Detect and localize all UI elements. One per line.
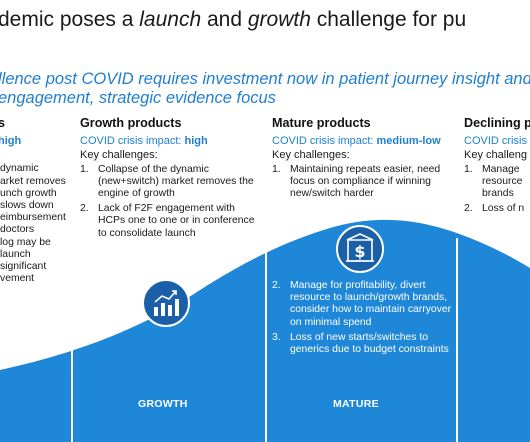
mature-lower-challenges: 2. Manage for profitability, divert reso… [272, 280, 452, 359]
mature-challenge-2-text: Manage for profitability, divert resourc… [290, 280, 452, 328]
growth-impact-value: high [184, 135, 208, 148]
launch-item: arket removes [0, 175, 66, 187]
launch-item: vement [0, 273, 35, 285]
growth-challenge-1-num: 1. [80, 163, 89, 175]
growth-chart-icon-svg [154, 290, 179, 316]
mature-impact-value: medium-low [376, 135, 441, 148]
growth-chart-icon [142, 279, 190, 327]
slide-subtitle: llence post COVID requires investment no… [0, 70, 530, 108]
launch-impact-value: high [0, 135, 22, 148]
launch-title: s [0, 116, 6, 130]
growth-key-challenges: Key challenges: [80, 149, 158, 162]
declining-line: brands [482, 188, 514, 200]
launch-item: slows down [0, 200, 54, 212]
title-part-3: challenge for pu [310, 8, 467, 31]
declining-impact: COVID crisis i [464, 135, 530, 148]
subtitle-line-2: engagement, strategic evidence focus [0, 89, 276, 107]
growth-challenge-2-num: 2. [80, 203, 89, 215]
column-mature: Mature products COVID crisis impact: med… [272, 117, 452, 203]
separator-launch-growth [71, 340, 73, 442]
launch-item: doctors [0, 224, 35, 236]
growth-stage-label: GROWTH [138, 398, 188, 410]
launch-item: dynamic [0, 163, 39, 175]
column-growth: Growth products COVID crisis impact: hig… [80, 117, 260, 243]
declining-line: 2. Loss of n [464, 203, 525, 215]
growth-challenge-1-text: Collapse of the dynamic (new+switch) mar… [98, 163, 254, 200]
mature-challenge-3-text: Loss of new starts/switches to generics … [290, 331, 449, 356]
launch-item: log may be [0, 236, 51, 248]
subtitle-line-1: llence post COVID requires investment no… [0, 70, 530, 88]
column-declining: Declining p COVID crisis i Key challeng … [464, 117, 530, 240]
title-growth: growth [247, 8, 311, 31]
mature-challenge-1: 1. Maintaining repeats easier, need focu… [272, 164, 452, 201]
launch-item: unch growth [0, 187, 57, 199]
growth-challenge-2: 2. Lack of F2F engagement with HCPs one … [80, 203, 260, 240]
dollar-building-icon: $ [336, 225, 384, 273]
mature-challenge-3-num: 3. [272, 331, 281, 343]
mature-challenge-1-num: 1. [272, 163, 281, 175]
column-launch: s high dynamic arket removes unch growth… [0, 117, 68, 285]
growth-impact: COVID crisis impact: high [80, 135, 260, 147]
mature-challenge-2-num: 2. [272, 280, 281, 291]
title-part-2: and [201, 8, 248, 31]
separator-mature-declining [456, 238, 458, 442]
slide-title: demic poses a launch and growth challeng… [0, 8, 466, 32]
title-launch: launch [139, 8, 202, 31]
launch-impact: high [0, 135, 68, 147]
launch-item: launch [0, 248, 31, 260]
mature-impact: COVID crisis impact: medium-low [272, 135, 452, 147]
mature-challenge-2: 2. Manage for profitability, divert reso… [272, 280, 452, 329]
mature-title: Mature products [272, 116, 371, 130]
launch-item: significant [0, 261, 47, 273]
mature-challenge-3: 3. Loss of new starts/switches to generi… [272, 332, 452, 356]
declining-line: generics [482, 215, 522, 227]
launch-item: eimbursement [0, 212, 66, 224]
declining-title: Declining p [464, 117, 530, 130]
growth-title: Growth products [80, 116, 182, 130]
mature-challenge-1-text: Maintaining repeats easier, need focus o… [290, 163, 441, 200]
dollar-building-icon-svg: $ [346, 233, 374, 262]
growth-challenge-2-text: Lack of F2F engagement with HCPs one to … [98, 203, 255, 239]
svg-text:$: $ [354, 242, 365, 261]
mature-stage-label: MATURE [333, 398, 379, 410]
declining-line: 1. Manage [464, 163, 520, 175]
separator-growth-mature [265, 240, 267, 442]
declining-line: accelera [482, 227, 522, 239]
title-part-1: demic poses a [0, 8, 140, 31]
mature-key-challenges: Key challenges: [272, 149, 350, 162]
mature-impact-label: COVID crisis impact: [272, 135, 377, 148]
growth-impact-label: COVID crisis impact: [80, 135, 185, 148]
growth-challenge-1: 1. Collapse of the dynamic (new+switch) … [80, 164, 260, 201]
declining-line: resource [482, 175, 523, 187]
declining-key-challenges: Key challeng [464, 149, 527, 162]
